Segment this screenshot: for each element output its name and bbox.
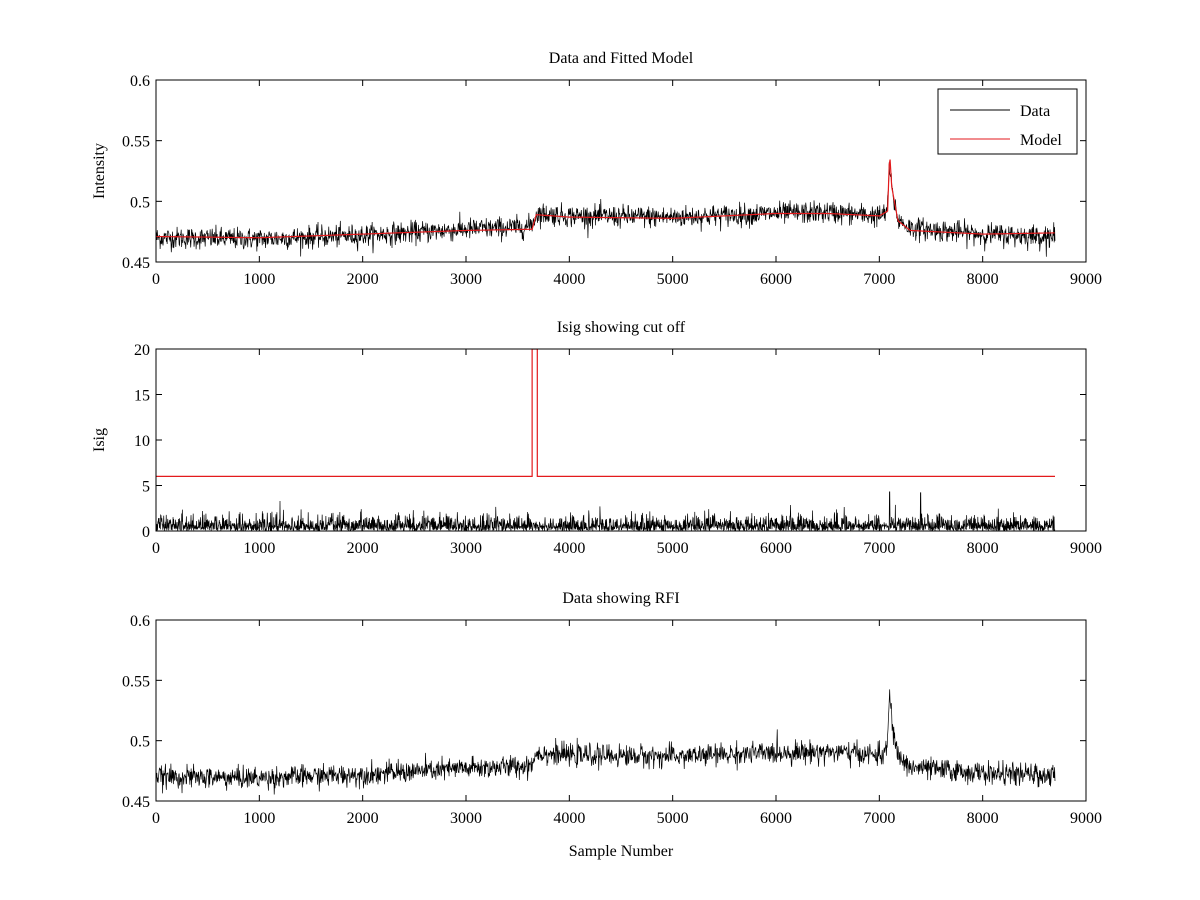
- axes-box: [155, 619, 1087, 802]
- legend-box: [937, 88, 1078, 155]
- x-tick-label: 9000: [1070, 271, 1102, 288]
- series-data: [156, 162, 1056, 257]
- chart-title: Data showing RFI: [562, 590, 679, 607]
- y-tick-label: 0.6: [130, 73, 150, 90]
- chart-title: Isig showing cut off: [557, 319, 686, 336]
- y-tick-label: 10: [134, 433, 150, 450]
- y-axis-label: Isig: [91, 428, 108, 452]
- y-tick-label: 15: [134, 388, 150, 405]
- y-tick-label: 0.55: [122, 673, 150, 690]
- y-tick-label: 5: [142, 479, 150, 496]
- x-tick-label: 5000: [657, 271, 689, 288]
- x-tick-label: 7000: [863, 810, 895, 827]
- panel-3: 0 1000 2000 3000 4000 5000 6000 7000 8000 9000 0.4…: [122, 590, 1102, 860]
- y-axis-label: Intensity: [91, 143, 108, 199]
- x-tick-label: 0: [152, 540, 160, 557]
- x-tick-label: 6000: [760, 271, 792, 288]
- x-tick-label: 7000: [863, 540, 895, 557]
- series-model: [156, 159, 1055, 239]
- axes-box: [155, 348, 1087, 532]
- x-tick-label: 3000: [450, 810, 482, 827]
- x-tick-label: 3000: [450, 271, 482, 288]
- x-tick-label: 8000: [967, 810, 999, 827]
- y-tick-label: 0.45: [122, 794, 150, 811]
- chart-title: Data and Fitted Model: [549, 50, 694, 67]
- y-tick-label: 0.5: [130, 194, 150, 211]
- x-tick-label: 1000: [243, 540, 275, 557]
- series-cut-off: [156, 349, 1055, 477]
- y-tick-label: 0: [142, 524, 150, 541]
- x-tick-label: 5000: [657, 810, 689, 827]
- legend-label-model: Model: [1020, 132, 1062, 149]
- x-tick-label: 8000: [967, 540, 999, 557]
- x-tick-label: 9000: [1070, 540, 1102, 557]
- y-tick-label: 0.5: [130, 734, 150, 751]
- x-tick-label: 7000: [863, 271, 895, 288]
- x-tick-label: 2000: [347, 271, 379, 288]
- legend-label-data: Data: [1020, 103, 1050, 120]
- panel-1: 0 1000 2000 3000 4000 5000 6000 7000 8000 9000 0.4…: [91, 50, 1102, 288]
- x-tick-label: 5000: [657, 540, 689, 557]
- x-tick-label: 2000: [347, 540, 379, 557]
- x-tick-label: 4000: [553, 810, 585, 827]
- x-tick-label: 1000: [243, 810, 275, 827]
- axes-box: [155, 79, 1087, 263]
- x-tick-label: 9000: [1070, 810, 1102, 827]
- y-tick-label: 0.55: [122, 134, 150, 151]
- series-isig: [156, 491, 1056, 531]
- x-tick-label: 2000: [347, 810, 379, 827]
- x-tick-label: 3000: [450, 540, 482, 557]
- y-tick-label: 0.45: [122, 255, 150, 272]
- x-axis-label: Sample Number: [569, 843, 674, 860]
- x-tick-label: 0: [152, 810, 160, 827]
- x-tick-label: 1000: [243, 271, 275, 288]
- y-tick-label: 20: [134, 342, 150, 359]
- panel-2: 0 1000 2000 3000 4000 5000 6000 7000 8000 9000 0 5 1…: [91, 319, 1102, 557]
- x-tick-label: 6000: [760, 810, 792, 827]
- x-tick-label: 4000: [553, 271, 585, 288]
- y-tick-label: 0.6: [130, 613, 150, 630]
- x-tick-label: 4000: [553, 540, 585, 557]
- legend: Data Model: [937, 88, 1078, 155]
- x-tick-label: 0: [152, 271, 160, 288]
- x-tick-label: 8000: [967, 271, 999, 288]
- series-data: [156, 689, 1056, 795]
- x-tick-label: 6000: [760, 540, 792, 557]
